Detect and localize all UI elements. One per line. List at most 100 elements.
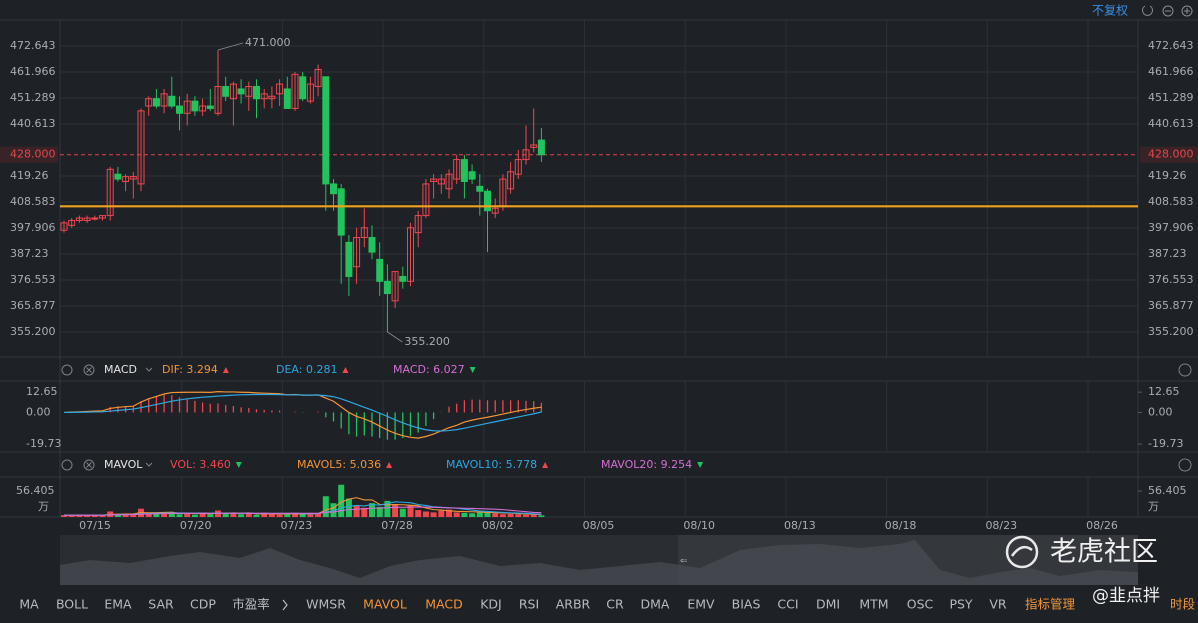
volume-bar: [284, 513, 291, 517]
legend-item: MACD: 6.027: [393, 363, 465, 376]
y-tick-label: -19.73: [26, 437, 61, 450]
volume-bar: [292, 513, 298, 517]
candle-body: [122, 176, 130, 182]
volume-bar: [276, 514, 283, 517]
candle-body: [345, 241, 353, 277]
candle-body: [199, 105, 207, 112]
annotation-leader: [387, 331, 403, 343]
candle-body: [476, 185, 484, 192]
settings-icon[interactable]: [61, 364, 73, 376]
indicator-tab[interactable]: CDP: [190, 597, 216, 612]
candle-body: [399, 275, 407, 282]
indicator-name: MACD: [104, 363, 137, 376]
y-tick-label: 56.405: [1148, 484, 1187, 497]
volume-bar: [145, 512, 152, 517]
close-icon[interactable]: [83, 459, 95, 471]
volume-bar: [122, 514, 129, 517]
zoom-in-icon[interactable]: [1181, 5, 1193, 17]
volume-bar: [268, 514, 275, 517]
dropdown-caret[interactable]: [145, 462, 153, 467]
candle-body: [106, 168, 114, 217]
indicator-line: [64, 506, 542, 516]
indicator-tab[interactable]: RSI: [519, 597, 539, 612]
period-button[interactable]: 时段: [1170, 597, 1195, 612]
close-cross: [86, 367, 92, 373]
volume-bar: [84, 515, 91, 517]
navigator-handle[interactable]: ⇐: [680, 557, 688, 567]
y-tick-label: 376.553: [1148, 273, 1194, 286]
indicator-tab[interactable]: OSC: [907, 597, 934, 612]
indicator-tab[interactable]: PSY: [949, 597, 972, 612]
indicator-tab[interactable]: DMI: [816, 597, 840, 612]
candle-body: [383, 280, 391, 295]
indicator-tab[interactable]: BIAS: [732, 597, 761, 612]
x-tick-label: 08/10: [683, 519, 715, 532]
candle-body: [237, 88, 245, 95]
adjust-button[interactable]: 不复权: [1092, 4, 1128, 18]
candle-body: [145, 98, 153, 107]
x-tick-label: 07/28: [381, 519, 413, 532]
candle-body: [522, 149, 530, 161]
y-tick-label: 451.289: [1148, 91, 1194, 104]
candle-body: [176, 105, 183, 114]
indicator-tab[interactable]: ARBR: [556, 597, 591, 612]
close-icon[interactable]: [83, 364, 95, 376]
volume-bar: [523, 514, 529, 517]
y-tick-label: 472.643: [1148, 39, 1194, 52]
indicator-tab[interactable]: BOLL: [56, 597, 88, 612]
candle-body: [484, 190, 491, 212]
indicator-tab[interactable]: MTM: [859, 597, 888, 612]
x-tick-label: 07/15: [79, 519, 111, 532]
indicator-tab[interactable]: EMA: [104, 597, 132, 612]
indicator-tab[interactable]: MA: [19, 597, 39, 612]
reset-icon[interactable]: [1142, 5, 1153, 16]
y-tick-label: 376.553: [10, 273, 56, 286]
collapse-icon[interactable]: [1178, 458, 1192, 472]
y-tick-label: 397.906: [1148, 221, 1194, 234]
candle-body: [183, 100, 191, 114]
indicator-tab[interactable]: EMV: [687, 597, 715, 612]
dropdown-caret[interactable]: [145, 367, 153, 372]
candle-body: [168, 95, 176, 107]
y-tick-label: 472.643: [10, 39, 56, 52]
zoom-out-icon[interactable]: [1162, 5, 1174, 17]
indicator-tab[interactable]: KDJ: [480, 597, 502, 612]
indicator-tab[interactable]: VR: [989, 597, 1007, 612]
volume-bar: [438, 510, 445, 517]
indicator-tab[interactable]: MAVOL: [363, 597, 407, 612]
volume-bar: [299, 514, 306, 517]
indicator-tab[interactable]: CR: [606, 597, 624, 612]
x-tick-label: 08/02: [482, 519, 514, 532]
volume-bar: [184, 512, 191, 517]
candle-body: [114, 173, 122, 180]
y-tick-label: 440.613: [1148, 117, 1194, 130]
y-tick-label: 419.26: [1148, 169, 1187, 182]
indicator-tab[interactable]: CCI: [777, 597, 798, 612]
candle-body: [453, 159, 461, 180]
indicator-tab[interactable]: 市盈率: [232, 597, 270, 612]
logo-stripe: [1010, 545, 1033, 557]
candle-body: [160, 93, 168, 107]
tab-scroll-arrow[interactable]: [282, 599, 288, 611]
volume-bar: [153, 513, 160, 517]
candle-body: [229, 83, 237, 100]
legend-item: DIF: 3.294: [162, 363, 218, 376]
indicator-tab[interactable]: MACD: [425, 597, 462, 612]
watermark-logo: [1005, 535, 1039, 569]
volume-bar: [238, 514, 245, 517]
volume-bar: [353, 505, 360, 517]
volume-bar: [392, 504, 399, 517]
indicator-manage[interactable]: 指标管理: [1025, 597, 1076, 612]
volume-bar: [376, 506, 383, 517]
volume-bar: [476, 511, 483, 517]
volume-bar: [253, 514, 260, 517]
volume-bar: [415, 510, 422, 517]
candle-body: [99, 215, 106, 219]
indicator-tab[interactable]: DMA: [641, 597, 670, 612]
collapse-icon[interactable]: [1178, 363, 1192, 377]
candle-body: [414, 215, 422, 234]
indicator-tab[interactable]: WMSR: [306, 597, 346, 612]
indicator-tab[interactable]: SAR: [148, 597, 174, 612]
settings-icon[interactable]: [61, 459, 73, 471]
y-tick-label: 12.65: [26, 385, 58, 398]
